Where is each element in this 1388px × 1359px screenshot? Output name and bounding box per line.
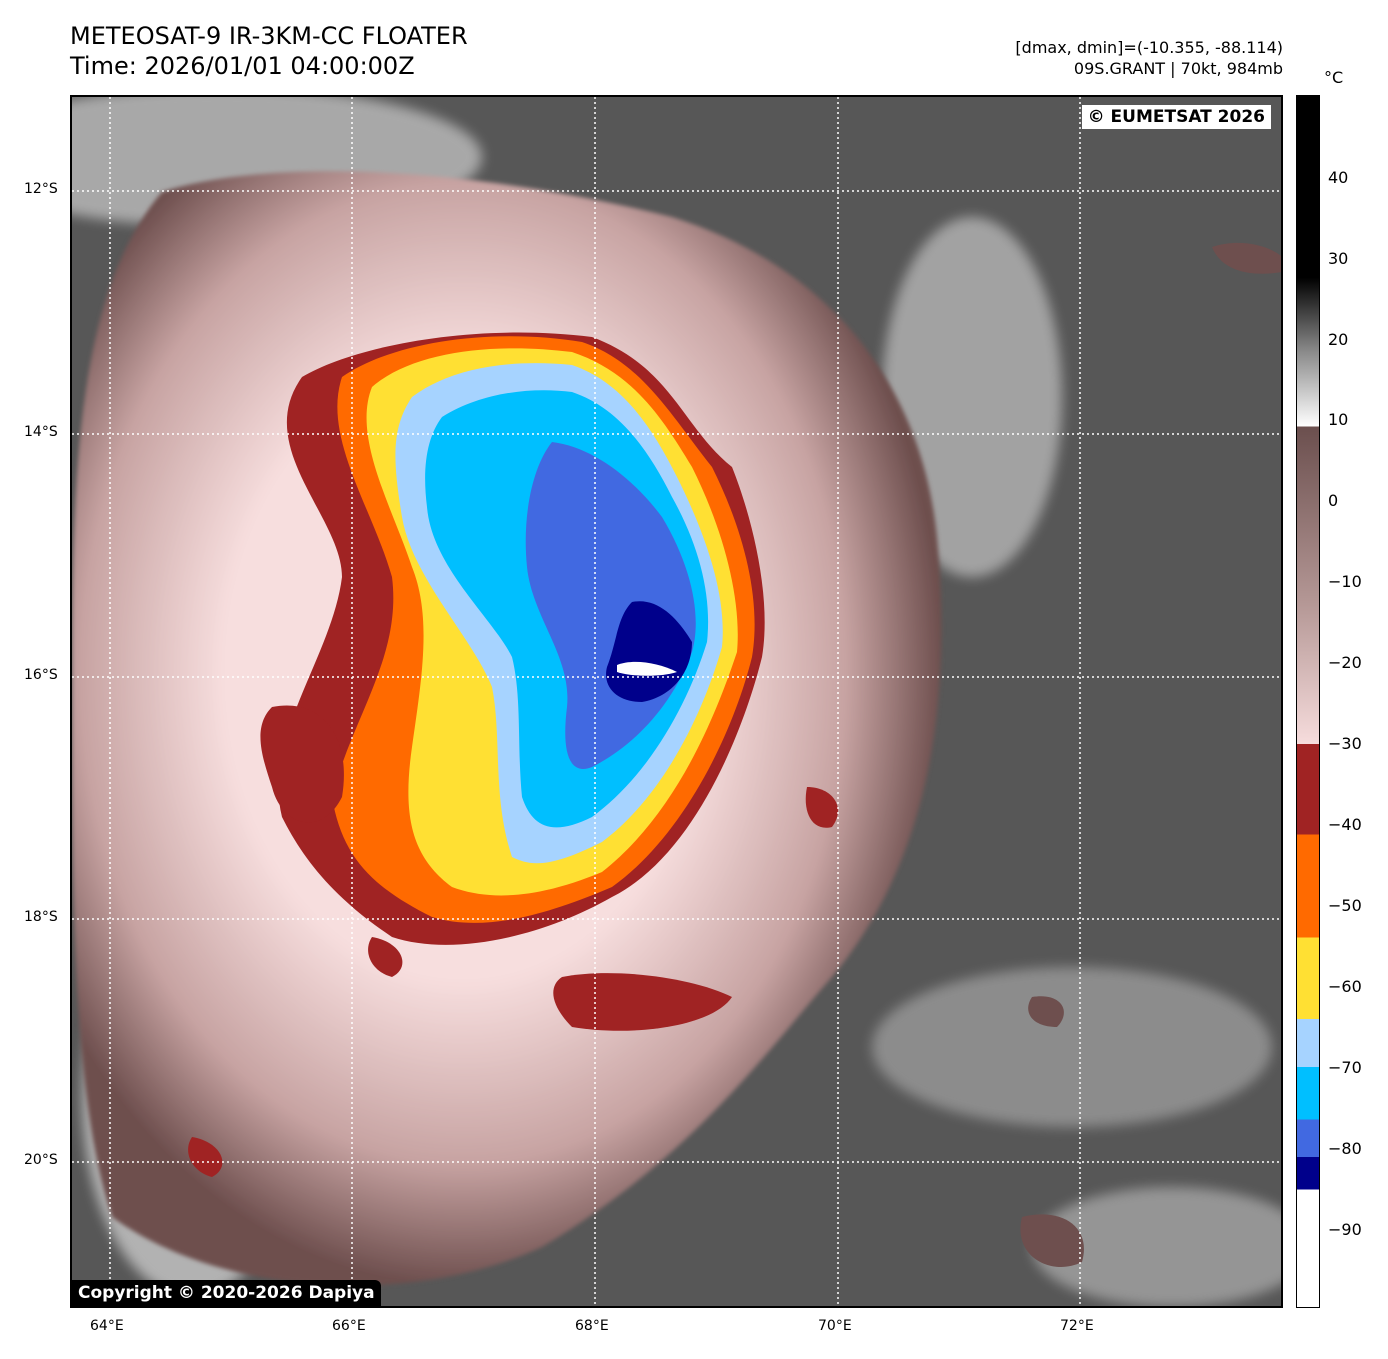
dapiya-copyright: Copyright © 2020-2026 Dapiya	[72, 1280, 381, 1306]
lat-label: 12°S	[24, 181, 58, 197]
lon-label: 72°E	[1060, 1318, 1094, 1334]
satellite-imagery	[72, 97, 1281, 1306]
lon-label: 70°E	[818, 1318, 852, 1334]
colorbar-tick-label: 30	[1328, 249, 1349, 268]
colorbar-tick-label: 0	[1328, 491, 1339, 510]
lon-label: 68°E	[575, 1318, 609, 1334]
lon-label: 64°E	[90, 1318, 124, 1334]
colorbar-tick-label: −30	[1328, 734, 1362, 753]
satellite-map[interactable]: © EUMETSAT 2026 Copyright © 2020-2026 Da…	[70, 95, 1283, 1308]
colorbar-tick-label: −70	[1328, 1058, 1362, 1077]
timestamp: Time: 2026/01/01 04:00:00Z	[70, 52, 415, 80]
lat-label: 20°S	[24, 1152, 58, 1168]
colorbar-tick-label: 10	[1328, 410, 1349, 429]
colorbar-tick-label: 20	[1328, 330, 1349, 349]
lat-label: 14°S	[24, 424, 58, 440]
product-title: METEOSAT-9 IR-3KM-CC FLOATER	[70, 22, 468, 50]
colorbar-tick-label: −40	[1328, 815, 1362, 834]
lat-label: 18°S	[24, 909, 58, 925]
colorbar-unit: °C	[1324, 68, 1344, 87]
colorbar-tick-label: −20	[1328, 653, 1362, 672]
colorbar-tick-label: −50	[1328, 896, 1362, 915]
temperature-range: [dmax, dmin]=(-10.355, -88.114)	[1015, 38, 1283, 57]
colorbar-tick-label: −60	[1328, 977, 1362, 996]
colorbar-tick-label: 40	[1328, 168, 1349, 187]
storm-info: 09S.GRANT | 70kt, 984mb	[1073, 59, 1283, 78]
colorbar-tick-label: −80	[1328, 1139, 1362, 1158]
colorbar-tick-label: −90	[1328, 1220, 1362, 1239]
eumetsat-credit: © EUMETSAT 2026	[1081, 105, 1271, 129]
graticule	[72, 97, 1281, 1306]
lat-label: 16°S	[24, 667, 58, 683]
lon-label: 66°E	[332, 1318, 366, 1334]
colorbar-tick-label: −10	[1328, 572, 1362, 591]
colorbar	[1296, 95, 1320, 1308]
